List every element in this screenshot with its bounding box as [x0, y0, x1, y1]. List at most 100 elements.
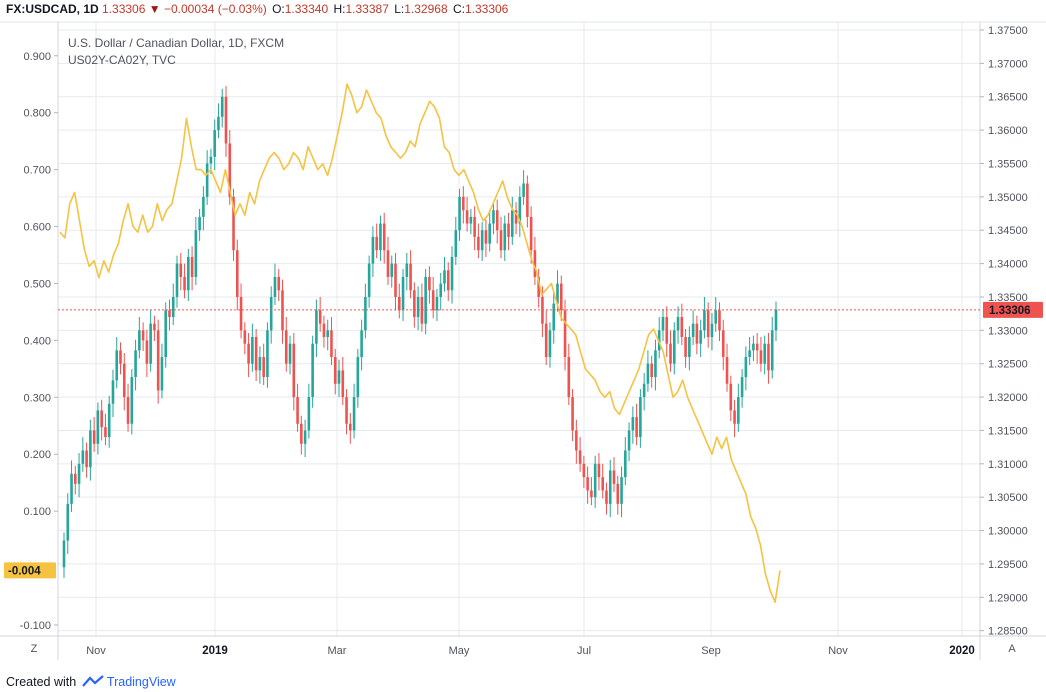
candle-body	[507, 223, 510, 237]
left-corner-z-button[interactable]: Z	[30, 643, 38, 655]
candle-body	[650, 363, 653, 378]
candle-body	[431, 290, 435, 311]
left-tick-label: 0.200	[23, 449, 51, 461]
candle-body	[703, 310, 706, 331]
candle-body	[405, 263, 409, 277]
candle-body	[631, 417, 635, 431]
candle-body	[529, 216, 533, 251]
candle-body	[725, 357, 729, 384]
candle-body	[424, 276, 427, 324]
right-tick-label: 1.33000	[988, 325, 1028, 337]
candle-body	[499, 230, 503, 251]
candle-body	[333, 357, 337, 384]
last-price: 1.33306	[102, 2, 146, 16]
candle-body	[721, 330, 725, 358]
symbol-name[interactable]: FX:USDCAD, 1D	[6, 2, 99, 16]
candle-body	[624, 450, 627, 478]
candle-body	[469, 216, 473, 224]
time-axis[interactable]: Nov 2019 Mar May Jul Sep Nov 2020	[86, 645, 975, 657]
candle-body	[510, 210, 514, 237]
candle-body	[235, 250, 239, 297]
right-corner-a-button[interactable]: A	[1008, 643, 1016, 655]
candle-body	[183, 276, 186, 291]
candle-body	[224, 96, 228, 144]
legend-main-series[interactable]: U.S. Dollar / Canadian Dollar, 1D, FXCM	[68, 36, 284, 50]
candle-body	[744, 357, 748, 378]
right-tick-label: 1.29000	[988, 592, 1028, 604]
candle-body	[311, 343, 314, 398]
candle-body	[646, 363, 650, 384]
x-tick-label: 2020	[949, 645, 975, 657]
candle-body	[119, 350, 122, 364]
candle-body	[680, 316, 684, 338]
spread-label-badge: -0.004	[4, 562, 56, 579]
candle-body	[672, 330, 676, 364]
candle-body	[597, 463, 601, 478]
left-tick-label: 0.900	[23, 51, 51, 63]
candle-body	[608, 470, 612, 504]
candle-body	[477, 236, 480, 251]
candle-body	[710, 323, 714, 338]
candle-body	[194, 230, 198, 277]
symbol-header: FX:USDCAD, 1D 1.33306 ▼ −0.00034 (−0.03%…	[6, 2, 508, 16]
candle-body	[288, 343, 292, 364]
left-spread-axis[interactable]: 0.900 0.800 0.700 0.600 0.500 0.400 0.300 0.200…	[20, 51, 58, 632]
candle-body	[296, 397, 299, 424]
candle-body	[349, 423, 352, 431]
candle-body	[755, 343, 759, 351]
candle-body	[70, 473, 73, 504]
candle-body	[435, 296, 439, 311]
candle-body	[416, 296, 420, 317]
candle-body	[740, 377, 744, 398]
candle-body	[367, 263, 371, 297]
candle-body	[228, 143, 232, 197]
candle-body	[266, 330, 269, 378]
spread-line	[59, 83, 781, 604]
candle-body	[774, 309, 778, 331]
candle-body	[345, 397, 348, 424]
tradingview-brand[interactable]: TradingView	[106, 675, 176, 689]
candle-body	[138, 330, 141, 351]
candle-body	[401, 276, 405, 311]
right-tick-label: 1.37000	[988, 58, 1028, 70]
candle-body	[107, 403, 111, 438]
right-tick-label: 1.31000	[988, 459, 1028, 471]
right-tick-label: 1.36500	[988, 92, 1028, 104]
candle-body	[627, 430, 631, 451]
candle-body	[187, 256, 190, 291]
candle-body	[473, 216, 476, 237]
candle-body	[733, 410, 736, 424]
candle-body	[175, 263, 179, 297]
right-tick-label: 1.28500	[988, 626, 1028, 638]
candle-body	[330, 330, 333, 358]
spread-label-text: -0.004	[8, 565, 41, 577]
candle-body	[514, 210, 518, 224]
left-tick-label: 0.600	[23, 222, 51, 234]
candle-body	[537, 276, 540, 297]
candle-body	[691, 323, 695, 338]
close-value: 1.33306	[464, 2, 509, 16]
candle-body	[394, 263, 397, 297]
candle-body	[254, 337, 258, 371]
candle-body	[684, 337, 687, 358]
candle-body	[300, 423, 303, 444]
right-price-axis[interactable]: 1.37500 1.37000 1.36500 1.36000 1.35500 1.350…	[980, 25, 1028, 638]
candle-body	[217, 116, 220, 131]
candle-body	[352, 397, 356, 431]
x-tick-label: Jul	[577, 645, 591, 657]
candle-body	[96, 410, 100, 444]
candle-body	[356, 357, 360, 398]
candle-body	[567, 357, 571, 398]
right-tick-label: 1.36000	[988, 125, 1028, 137]
candle-body	[462, 196, 465, 211]
candle-body	[315, 310, 318, 344]
candle-body	[92, 430, 96, 444]
right-tick-label: 1.30500	[988, 492, 1028, 504]
candle-body	[145, 340, 149, 364]
candle-body	[375, 236, 378, 251]
legend-overlay-series[interactable]: US02Y-CA02Y, TVC	[68, 53, 176, 67]
candle-body	[522, 183, 525, 197]
candle-body	[77, 463, 81, 484]
price-label-text: 1.33306	[989, 305, 1031, 317]
